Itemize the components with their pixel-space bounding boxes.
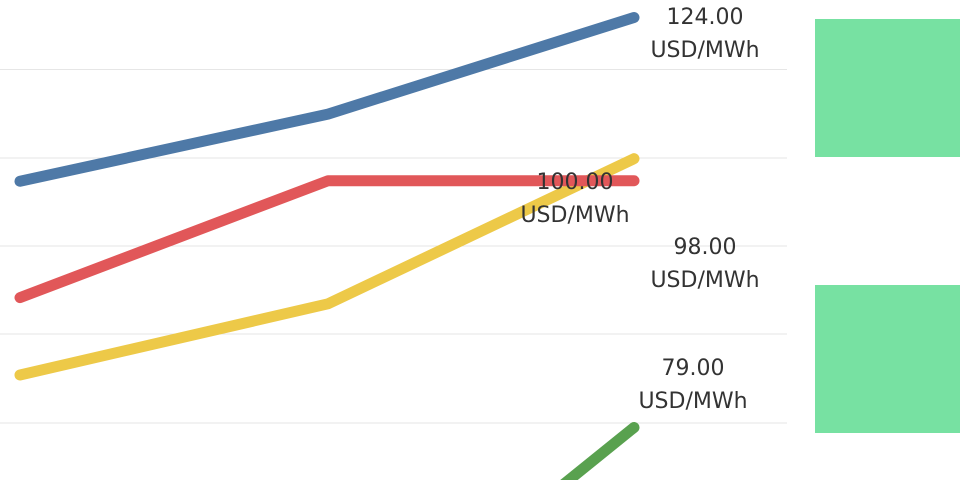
- red-unit-label: USD/MWh: [650, 268, 759, 293]
- series-lines: [14, 12, 640, 480]
- yellow-value-label: 100.00: [537, 170, 614, 195]
- series-line-blue: [14, 12, 640, 187]
- green-unit-label: USD/MWh: [638, 389, 747, 414]
- series-line-yellow: [14, 153, 640, 381]
- series-line-red: [14, 175, 640, 304]
- yellow-unit-label: USD/MWh: [520, 203, 629, 228]
- red-value-label: 98.00: [674, 235, 737, 260]
- green-value-label: 79.00: [662, 356, 725, 381]
- data-labels: 124.00 USD/MWh 100.00 USD/MWh 98.00 USD/…: [520, 5, 759, 414]
- blue-value-label: 124.00: [667, 5, 744, 30]
- series-line-green: [560, 421, 640, 480]
- blue-unit-label: USD/MWh: [650, 38, 759, 63]
- kpi-panel: [815, 19, 960, 433]
- kpi-tile-top: [815, 19, 960, 157]
- kpi-tile-bottom: [815, 285, 960, 433]
